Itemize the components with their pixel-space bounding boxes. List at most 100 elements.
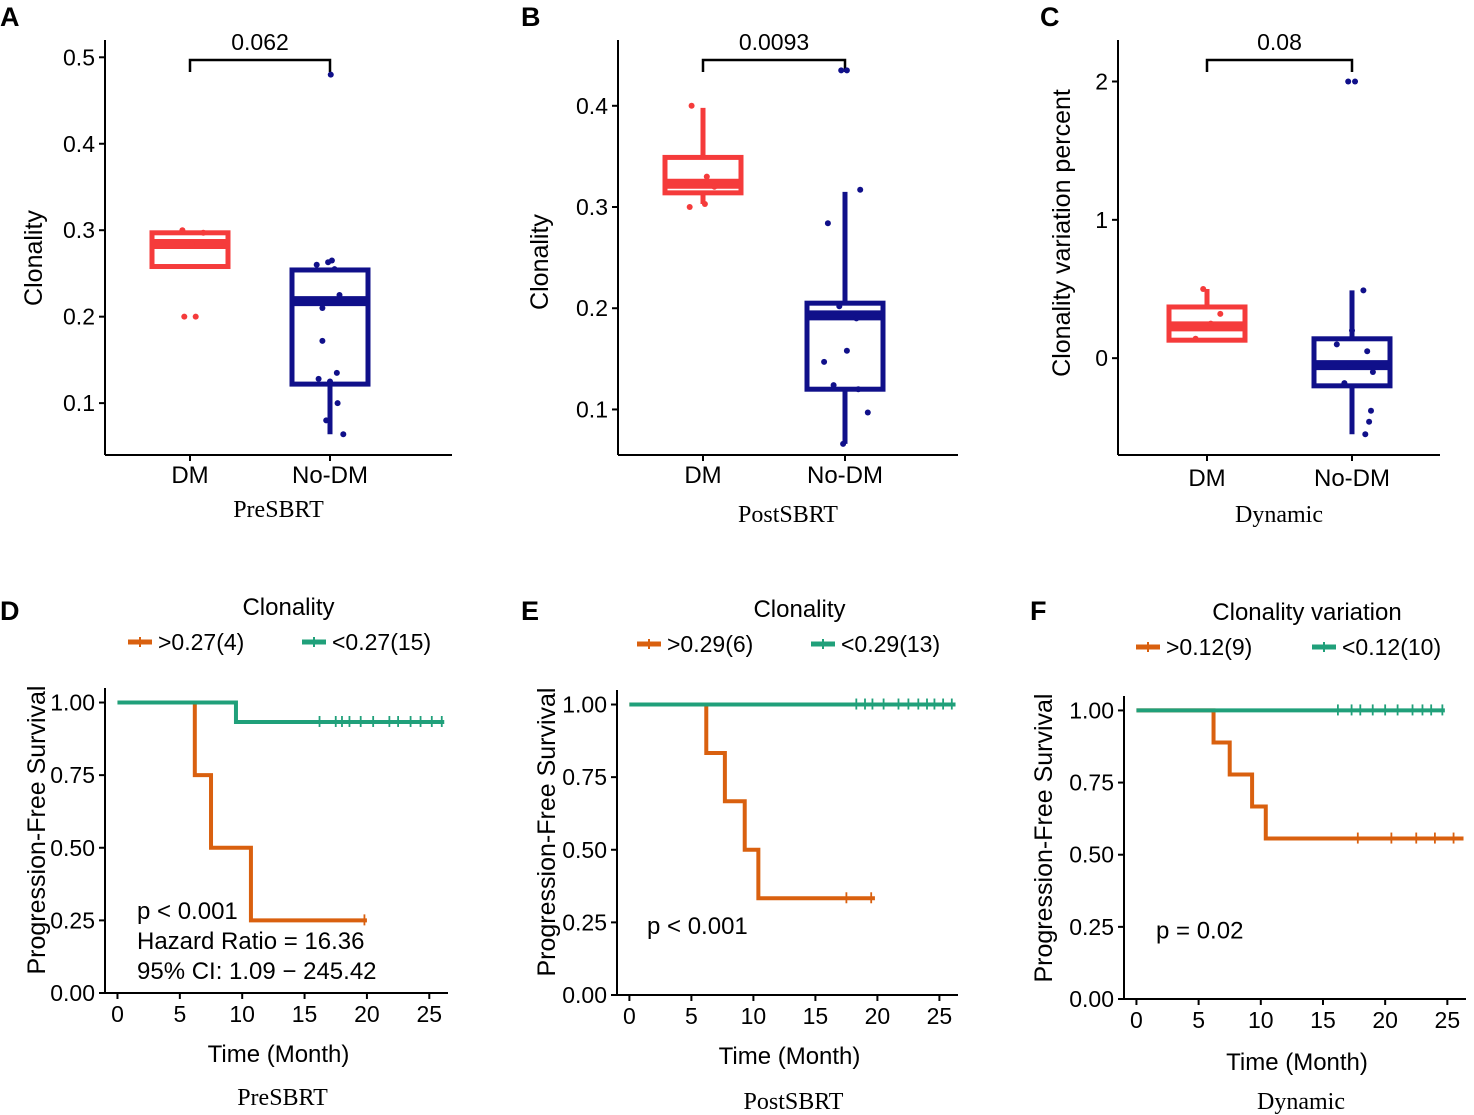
- data-point: [840, 440, 847, 447]
- data-point: [323, 417, 330, 424]
- data-point: [703, 173, 710, 180]
- y-tick-label: 0.5: [63, 44, 95, 70]
- data-point: [313, 261, 320, 268]
- data-point: [1192, 335, 1199, 342]
- box-group-no-dm: [1311, 78, 1393, 438]
- data-point: [1217, 310, 1224, 317]
- y-tick-label: 0.75: [562, 764, 607, 790]
- y-tick-label: 0.4: [576, 93, 608, 119]
- data-point: [830, 382, 837, 389]
- x-tick-label: DM: [1188, 465, 1225, 492]
- y-tick-label: 0.50: [50, 835, 95, 861]
- x-axis-label: Time (Month): [208, 1041, 350, 1068]
- data-point: [1352, 78, 1359, 85]
- box-group-dm: [662, 102, 744, 211]
- data-point: [855, 386, 862, 393]
- x-axis-label: Time (Month): [719, 1043, 861, 1070]
- data-point: [327, 378, 333, 385]
- x-tick-label: 20: [1372, 1007, 1398, 1033]
- data-point: [188, 241, 195, 248]
- data-point: [179, 227, 186, 234]
- x-tick-label: 25: [416, 1001, 442, 1027]
- legend-label: >0.12(9): [1166, 634, 1252, 660]
- y-tick-label: 0.3: [576, 194, 608, 220]
- y-tick-label: 1.00: [562, 692, 607, 718]
- y-tick-label: 0.50: [562, 837, 607, 863]
- y-tick-label: 0.1: [63, 390, 95, 416]
- panel-letter: D: [0, 596, 20, 626]
- data-point: [843, 67, 850, 74]
- panel-f: F 0.00 0.25 0.50 0.75 1.00 Progression-Free Su…: [1030, 596, 1466, 1115]
- x-tick-label: 0: [623, 1003, 636, 1029]
- data-point: [340, 431, 347, 438]
- y-tick-label: 0.4: [63, 131, 95, 157]
- data-point: [821, 358, 828, 365]
- data-point: [1347, 363, 1354, 370]
- data-point: [327, 71, 334, 78]
- data-point: [701, 200, 708, 207]
- data-point: [334, 400, 341, 407]
- panel-letter: B: [521, 2, 541, 32]
- x-tick-label: DM: [171, 462, 208, 489]
- y-tick-label: 0: [1095, 345, 1108, 371]
- y-tick-label: 0.1: [576, 396, 608, 422]
- panel-a: A 0.1 0.2 0.3 0.4 0.5 Clonality 0.062 DM No-DM Pre…: [0, 2, 452, 523]
- stats-line: p = 0.02: [1156, 917, 1243, 944]
- y-tick-label: 0.2: [576, 295, 608, 321]
- x-axis-label: Time (Month): [1226, 1049, 1368, 1076]
- data-point: [1341, 380, 1348, 387]
- data-point: [864, 409, 871, 416]
- legend-label: <0.29(13): [841, 631, 940, 657]
- panel-letter: A: [0, 2, 20, 32]
- y-tick-label: 0.25: [562, 909, 607, 935]
- p-value-label: 0.062: [231, 29, 289, 55]
- y-tick-label: 0.2: [63, 304, 95, 330]
- data-point: [838, 67, 845, 74]
- x-tick-label: 20: [865, 1003, 891, 1029]
- data-point: [1369, 369, 1376, 375]
- survival-curve-low: [117, 700, 445, 724]
- data-point: [1362, 431, 1369, 438]
- y-tick-label: 0.75: [50, 762, 95, 788]
- p-value-label: 0.08: [1257, 29, 1302, 55]
- data-point: [336, 292, 343, 299]
- data-point: [328, 257, 335, 264]
- x-tick-label: 10: [1248, 1007, 1274, 1033]
- data-point: [192, 313, 199, 320]
- panel-caption: PostSBRT: [744, 1089, 844, 1115]
- panel-b: B 0.1 0.2 0.3 0.4 Clonality 0.0093 DM No-DM PostS…: [521, 2, 958, 528]
- box-group-no-dm: [289, 71, 371, 438]
- data-point: [853, 315, 860, 322]
- box-group-no-dm: [804, 67, 886, 447]
- data-point: [688, 102, 695, 109]
- data-point: [1207, 320, 1214, 327]
- box: [289, 267, 371, 387]
- stats-line: 95% CI: 1.09 − 245.42: [137, 958, 377, 985]
- y-tick-label: 0.00: [50, 980, 95, 1006]
- x-tick-label: 10: [741, 1003, 767, 1029]
- data-point: [836, 303, 843, 310]
- panel-letter: C: [1040, 2, 1060, 32]
- data-point: [1366, 418, 1373, 425]
- panel-caption: Dynamic: [1235, 502, 1323, 528]
- y-axis-label: Clonality: [20, 210, 48, 306]
- panel-letter: F: [1030, 596, 1047, 626]
- survival-curve-high: [117, 700, 367, 923]
- km-title: Clonality: [242, 594, 334, 621]
- x-tick-label: 15: [803, 1003, 829, 1029]
- y-axis-label: Clonality variation percent: [1048, 89, 1076, 377]
- p-value-label: 0.0093: [739, 29, 809, 55]
- y-tick-label: 2: [1095, 69, 1108, 95]
- km-title: Clonality variation: [1212, 599, 1401, 626]
- x-tick-label: 5: [685, 1003, 698, 1029]
- stats-line: p < 0.001: [647, 913, 748, 940]
- x-tick-label: No-DM: [292, 462, 368, 489]
- box-group-dm: [1166, 286, 1248, 343]
- y-tick-label: 0.00: [1069, 986, 1114, 1012]
- legend-label: >0.29(6): [667, 631, 753, 657]
- y-tick-label: 0.3: [63, 217, 95, 243]
- data-point: [181, 313, 188, 320]
- x-tick-label: DM: [684, 462, 721, 489]
